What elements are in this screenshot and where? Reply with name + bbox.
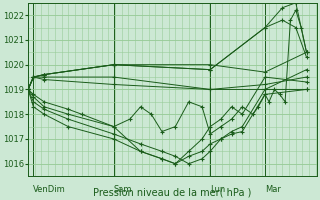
- Text: VenDim: VenDim: [33, 185, 66, 194]
- Text: Lun: Lun: [210, 185, 225, 194]
- Text: Mar: Mar: [265, 185, 281, 194]
- Text: Sam: Sam: [114, 185, 132, 194]
- X-axis label: Pression niveau de la mer( hPa ): Pression niveau de la mer( hPa ): [93, 187, 252, 197]
